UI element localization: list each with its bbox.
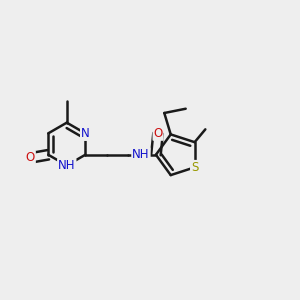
Text: NH: NH [132,148,150,161]
Text: O: O [26,152,35,164]
Text: O: O [153,127,163,140]
Text: S: S [191,161,198,174]
Text: O: O [26,152,35,164]
Text: NH: NH [58,159,76,172]
Text: N: N [81,127,90,140]
Text: NH: NH [58,160,75,170]
Text: N: N [81,127,90,140]
